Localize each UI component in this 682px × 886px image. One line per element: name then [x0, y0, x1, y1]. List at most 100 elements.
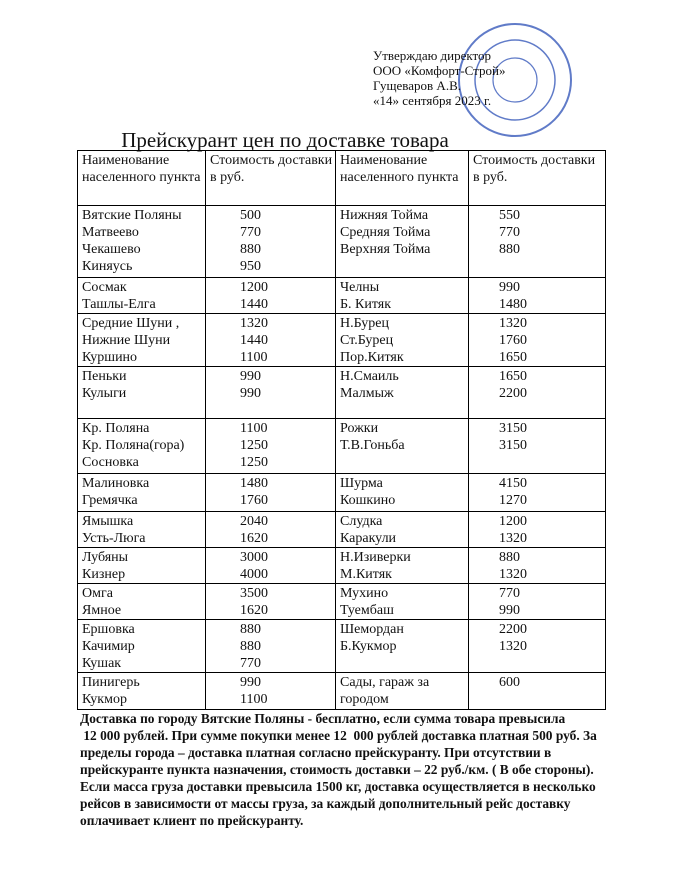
place-name: Кукмор [82, 692, 127, 707]
table-row: Ершовка Качимир Кушак 880 880 770 Шемордан Б.Ку… [77, 619, 606, 673]
approval-line: «14» сентября 2023 г. [373, 93, 492, 108]
approval-block: Утверждаю директор ООО «Комфорт-Строй» Гущ… [373, 48, 505, 108]
cost: 990 [240, 675, 261, 690]
cost-cell: 1200 1320 [468, 511, 606, 548]
footer-line: рейсов в зависимости от массы груза, за … [80, 796, 571, 811]
place-name: Чекашево [82, 242, 141, 257]
table-row: Лубяны Кизнер 3000 4000 Н.Изиверки М.Китяк 880… [77, 547, 606, 584]
cost: 4150 [499, 476, 527, 491]
cost: 1650 [499, 350, 527, 365]
cost-cell: 3150 3150 [468, 418, 606, 474]
cost: 4000 [240, 567, 268, 582]
cost-cell: 600 [468, 672, 606, 710]
cost: 3500 [240, 586, 268, 601]
cost: 1100 [240, 350, 268, 365]
place-name: Кошкино [340, 493, 396, 508]
header-row: Наименование населенного пункта Стоимость… [77, 150, 606, 206]
approval-line: ООО «Комфорт-Строй» [373, 63, 506, 78]
cost-cell: 990 1100 [205, 672, 336, 710]
cost: 990 [240, 386, 261, 401]
cost-cell: 880 1320 [468, 547, 606, 584]
table-row: Средние Шуни , Нижние Шуни Куршино 1320 1440… [77, 313, 606, 367]
cost-cell: 1320 1760 1650 [468, 313, 606, 367]
name-cell: Рожки Т.В.Гоньба [335, 418, 469, 474]
cost: 1480 [499, 297, 527, 312]
cost-cell: 880 880 770 [205, 619, 336, 673]
cost-cell: 1650 2200 [468, 366, 606, 419]
name-cell: Челны Б. Китяк [335, 277, 469, 314]
title: Прейскурант цен по доставке товара [121, 128, 449, 152]
place-name: Кизнер [82, 567, 126, 582]
footer-line: 12 000 рублей. При сумме покупки менее 1… [80, 728, 597, 743]
cost-cell: 3500 1620 [205, 583, 336, 620]
name-cell: Н.Изиверки М.Китяк [335, 547, 469, 584]
place-name: Ташлы-Елга [82, 297, 156, 312]
cost-cell: 990 990 [205, 366, 336, 419]
place-name: Н.Бурец [340, 316, 390, 331]
header-cell: Наименование населенного пункта [335, 150, 469, 206]
name-cell: Пинигерь Кукмор [77, 672, 206, 710]
place-name: Ямышка [82, 514, 134, 529]
cost: 880 [499, 242, 520, 257]
place-name: Вятские Поляны [82, 208, 182, 223]
place-name: Гремячка [82, 493, 138, 508]
cost: 2200 [499, 386, 527, 401]
name-cell: Ершовка Качимир Кушак [77, 619, 206, 673]
place-name: Шурма [340, 476, 383, 491]
header-text: Стоимость доставки в руб. [210, 153, 333, 185]
cost: 1650 [499, 369, 527, 384]
table-row: Ямышка Усть-Люга 2040 1620 Слудка Каракули 120… [77, 511, 606, 548]
place-name: Средняя Тойма [340, 225, 431, 240]
footer-line: оплачивает клиент по прейскуранту. [80, 813, 304, 828]
name-cell: Нижняя Тойма Средняя Тойма Верхняя Тойма [335, 205, 469, 278]
approval-line: Утверждаю директор [373, 48, 492, 63]
place-name: Ершовка [82, 622, 135, 637]
name-cell: Н.Бурец Ст.Бурец Пор.Китяк [335, 313, 469, 367]
cost: 880 [240, 622, 261, 637]
cost: 600 [499, 675, 520, 690]
cost: 3150 [499, 438, 527, 453]
place-name: Кулыги [82, 386, 127, 401]
place-name: Пеньки [82, 369, 127, 384]
footer-line: пределы города – доставка платная соглас… [80, 745, 552, 760]
cost: 950 [240, 259, 261, 274]
name-cell: Малиновка Гремячка [77, 473, 206, 512]
place-name: Сосновка [82, 455, 139, 470]
place-name: Кушак [82, 656, 122, 671]
header-cell: Наименование населенного пункта [77, 150, 206, 206]
cost: 1440 [240, 297, 268, 312]
cost: 1760 [240, 493, 268, 508]
place-name: Киняусь [82, 259, 133, 274]
place-name: Нижняя Тойма [340, 208, 429, 223]
cost-cell: 1480 1760 [205, 473, 336, 512]
cost: 1100 [240, 421, 268, 436]
cost: 1320 [499, 531, 527, 546]
cost: 1320 [240, 316, 268, 331]
name-cell: Сады, гараж за городом [335, 672, 469, 710]
cost: 770 [240, 656, 261, 671]
name-cell: Мухино Туембаш [335, 583, 469, 620]
cost: 550 [499, 208, 520, 223]
footer-line: Доставка по городу Вятские Поляны - бесп… [80, 711, 566, 726]
place-name: Н.Смаиль [340, 369, 399, 384]
place-name: Б. Китяк [340, 297, 392, 312]
cost: 770 [499, 586, 520, 601]
place-name: Пор.Китяк [340, 350, 404, 365]
table-row: Пинигерь Кукмор 990 1100 Сады, гараж за горо… [77, 672, 606, 710]
cost: 500 [240, 208, 261, 223]
name-cell: Ямышка Усть-Люга [77, 511, 206, 548]
place-name: Сосмак [82, 280, 127, 295]
place-name: Шемордан [340, 622, 404, 637]
place-name: Кр. Поляна(гора) [82, 438, 185, 453]
place-name: Т.В.Гоньба [340, 438, 405, 453]
header-cell: Стоимость доставки в руб. [205, 150, 336, 206]
name-cell: Лубяны Кизнер [77, 547, 206, 584]
approval-line: Гущеваров А.В. [373, 78, 461, 93]
place-name: Челны [340, 280, 380, 295]
place-name: Омга [82, 586, 113, 601]
cost: 880 [499, 550, 520, 565]
header-text: Стоимость доставки в руб. [473, 153, 596, 185]
name-cell: Кр. Поляна Кр. Поляна(гора) Сосновка [77, 418, 206, 474]
place-name: Каракули [340, 531, 397, 546]
